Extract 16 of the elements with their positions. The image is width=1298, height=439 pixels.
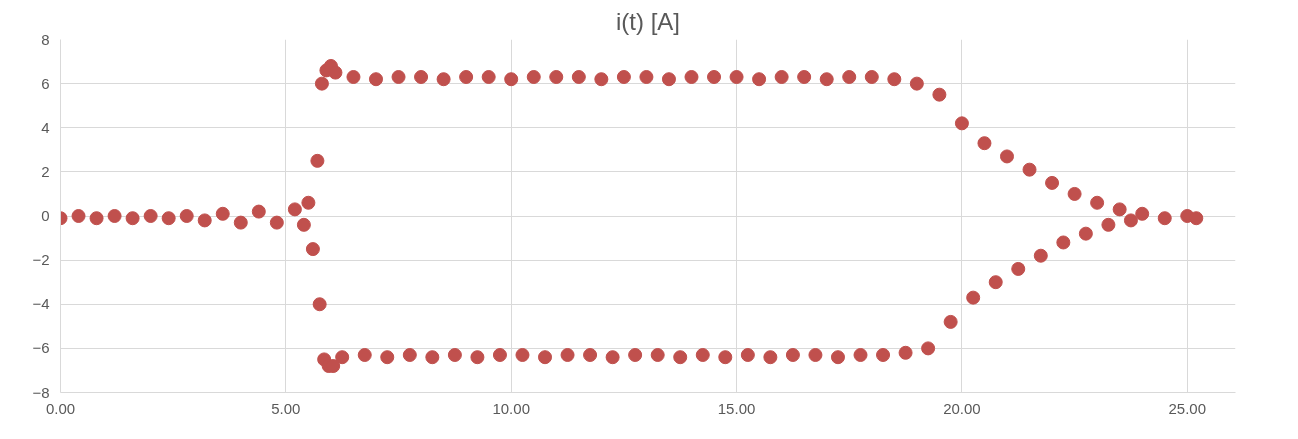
y-tick-label: −6 xyxy=(32,339,50,357)
y-tick-label: −8 xyxy=(32,383,50,401)
x-tick-label: 5.00 xyxy=(271,399,301,417)
y-tick-label: −4 xyxy=(32,295,50,313)
y-tick-label: −2 xyxy=(32,251,50,269)
x-tick-label: 10.00 xyxy=(492,399,530,417)
y-tick-label: 4 xyxy=(41,118,50,136)
x-tick-label: 20.00 xyxy=(943,399,981,417)
chart-title: i(t) [A] xyxy=(616,7,680,35)
y-tick-label: 8 xyxy=(41,30,50,48)
y-tick-label: 6 xyxy=(41,74,50,92)
x-tick-label: 0.00 xyxy=(45,399,76,417)
x-tick-label: 15.00 xyxy=(717,399,756,417)
y-tick-label: 2 xyxy=(41,162,50,180)
y-tick-label: 0 xyxy=(41,207,50,224)
x-tick-label: 25.00 xyxy=(1168,399,1207,417)
